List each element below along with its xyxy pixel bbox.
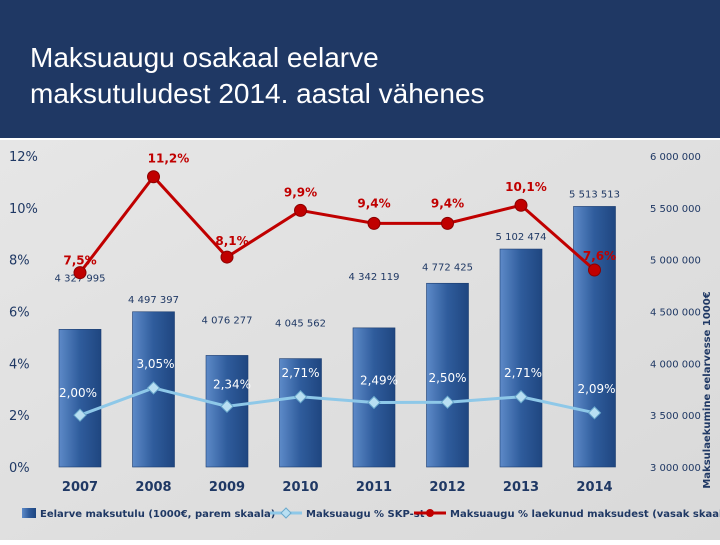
gdp-share-label: 2,49% [360,373,398,387]
gdp-share-point [73,408,87,422]
right-axis-tick: 5 000 000 [650,256,701,267]
x-axis-tick: 2010 [282,480,318,495]
bar-value-label: 4 342 119 [349,272,400,283]
legend-marker-gdp [280,507,292,519]
gdp-share-label: 2,71% [504,366,542,380]
left-axis-tick: 4% [9,357,30,372]
tax-share-label: 9,4% [357,196,390,210]
tax-share-point [514,198,528,212]
line-series: 2,00% 3,05% 2,34% 2,71% 2,49% 2,50% 2,71% 2,09%… [59,152,616,422]
gdp-share-point [146,381,161,395]
x-axis-tick: 2008 [135,480,171,495]
left-axis-tick: 0% [9,461,30,476]
bar [499,248,543,468]
legend-label: Maksuaugu % SKP-st [306,509,425,520]
gdp-share-label: 2,00% [59,386,97,400]
tax-share-point [294,203,307,217]
slide-title-line-1: Maksuaugu osakaal eelarve [30,42,379,73]
gdp-share-label: 2,09% [577,382,615,396]
tax-share-point [588,263,601,277]
bar [573,206,616,468]
x-axis-tick: 2007 [62,480,98,495]
right-axis-tick: 4 000 000 [650,359,701,370]
tax-share-point [147,170,160,184]
bar-value-label: 4 076 277 [202,315,253,326]
tax-share-label: 7,6% [583,249,616,263]
tax-share-point [220,250,234,264]
gdp-share-label: 2,50% [428,371,466,385]
legend-swatch-bar [22,508,36,518]
left-axis-tick: 8% [9,254,30,269]
left-axis-tick: 2% [9,409,30,424]
gdp-share-point [514,390,528,404]
gdp-share-point [367,395,381,410]
bar [279,358,322,468]
x-axis-tick: 2011 [356,480,392,495]
right-axis-tick: 6 000 000 [650,152,701,163]
x-axis-tick: 2013 [503,480,539,495]
legend-label: Eelarve maksutulu (1000€, parem skaala) [40,509,275,520]
right-axis-tick: 4 500 000 [650,308,701,319]
left-axis-tick: 12% [9,150,38,165]
gdp-share-point [587,406,602,420]
tax-share-point [73,266,87,280]
tax-share-point [367,216,381,230]
right-axis: 3 000 000 3 500 000 4 000 000 4 500 000 5 00… [650,152,701,474]
bar-value-label: 5 102 474 [496,232,547,243]
right-axis-tick: 5 500 000 [650,204,701,215]
x-axis-tick: 2009 [209,480,245,495]
tax-share-point [441,216,454,230]
legend-marker-tax [426,509,434,517]
gdp-share-point [440,395,455,409]
gdp-share-label: 2,71% [281,366,319,380]
bar-value-label: 4 497 397 [128,295,179,306]
tax-share-label: 8,1% [215,234,248,248]
slide-title: Maksuaugu osakaal eelarve maksutuludest … [30,40,690,112]
chart-area: 0% 2% 4% 6% 8% 10% 12% 3 000 000 3 500 000 4 000… [0,140,720,540]
x-axis-tick: 2012 [429,480,465,495]
left-axis-tick: 10% [9,202,38,217]
right-axis-title: Maksulaekumine eelarvesse 1000€ [702,291,713,488]
slide-header: Maksuaugu osakaal eelarve maksutuludest … [0,0,720,138]
combo-chart: 0% 2% 4% 6% 8% 10% 12% 3 000 000 3 500 000 4 000… [0,140,720,540]
bar-value-label: 5 513 513 [569,189,620,200]
tax-share-label: 9,9% [284,185,317,199]
tax-share-label: 9,4% [431,196,464,210]
gdp-share-point [220,399,234,414]
left-axis: 0% 2% 4% 6% 8% 10% 12% [9,150,38,476]
x-axis-tick: 2014 [576,480,612,495]
tax-share-line [78,174,596,274]
gdp-share-point [293,390,308,404]
chart-legend: Eelarve maksutulu (1000€, parem skaala) M… [22,507,720,520]
tax-share-label: 7,5% [63,254,96,268]
bar [58,329,102,468]
right-axis-tick: 3 500 000 [650,411,701,422]
gdp-share-label: 3,05% [136,357,174,371]
legend-label: Maksuaugu % laekunud maksudest (vasak sk… [450,509,720,520]
bar-value-label: 4 045 562 [275,319,326,330]
tax-share-label: 11,2% [148,152,190,166]
gdp-share-line [79,386,595,417]
x-axis: 2007 2008 2009 2010 2011 2012 2013 2014 [62,480,613,495]
slide-title-line-2: maksutuludest 2014. aastal vähenes [30,78,485,109]
right-axis-tick: 3 000 000 [650,463,701,474]
gdp-share-label: 2,34% [213,377,251,391]
tax-share-label: 10,1% [505,180,547,194]
left-axis-tick: 6% [9,306,30,321]
bar-value-label: 4 772 425 [422,262,473,273]
bar [426,282,469,468]
